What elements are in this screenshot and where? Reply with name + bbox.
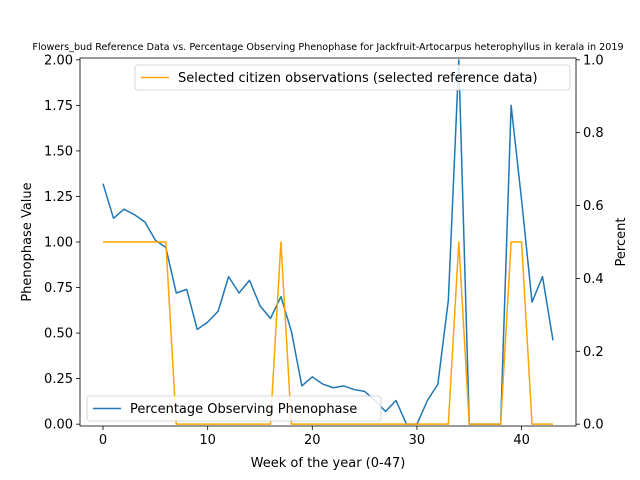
y-right-tick-label: 0.6 <box>583 199 604 214</box>
y-axis-left-title: Phenophase Value <box>20 182 35 301</box>
y-right-tick-label: 0.8 <box>583 126 604 141</box>
chart-title: Flowers_bud Reference Data vs. Percentag… <box>32 42 623 53</box>
y-left-tick-label: 0.00 <box>44 418 73 433</box>
y-left-tick-label: 0.75 <box>44 281 73 296</box>
legend-box <box>134 64 571 91</box>
legend-label: Selected citizen observations (selected … <box>178 71 538 86</box>
x-tick-label: 40 <box>513 433 530 448</box>
series-line-reference <box>103 241 553 425</box>
x-tick-label: 20 <box>304 433 321 448</box>
legend-bottom-left: Percentage Observing Phenophase <box>86 395 382 422</box>
y-left-tick-label: 1.00 <box>44 236 73 251</box>
y-right-tick-label: 1.0 <box>583 53 604 68</box>
y-left-tick-label: 1.50 <box>44 144 73 159</box>
y-right-tick-label: 0.4 <box>583 272 604 287</box>
x-tick-label: 10 <box>199 433 216 448</box>
y-left-tick-label: 1.75 <box>44 99 73 114</box>
legend-top-right: Selected citizen observations (selected … <box>134 64 571 91</box>
x-tick-label: 30 <box>409 433 426 448</box>
y-right-tick-label: 0.2 <box>583 345 604 360</box>
y-left-tick-label: 1.25 <box>44 190 73 205</box>
x-tick-label: 0 <box>99 433 107 448</box>
y-left-tick-label: 0.50 <box>44 327 73 342</box>
legend-box <box>86 395 382 422</box>
plot-frame <box>79 57 577 427</box>
legend-label: Percentage Observing Phenophase <box>130 402 357 417</box>
y-left-tick-label: 2.00 <box>44 53 73 68</box>
series-line-percentage <box>102 59 554 425</box>
plot-area: 0 10 20 30 40 0.00 0.25 0.50 0.75 1.00 1.25 1.50 1.7… <box>44 53 604 448</box>
x-axis-title: Week of the year (0-47) <box>251 456 406 471</box>
y-left-tick-label: 0.25 <box>44 372 73 387</box>
y-right-tick-label: 0.0 <box>583 418 604 433</box>
y-axis-right-title: Percent <box>614 218 629 267</box>
